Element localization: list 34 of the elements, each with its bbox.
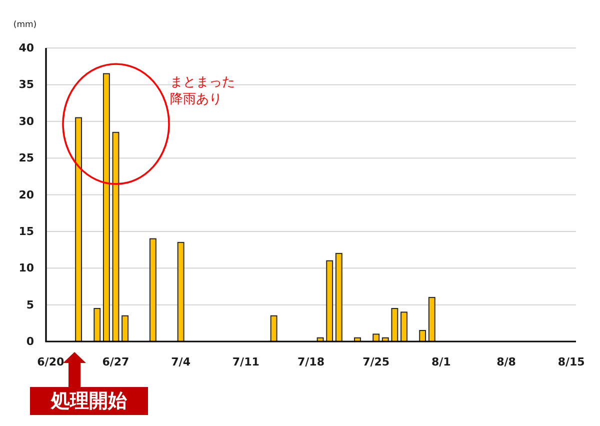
y-tick-label: 0 [26, 335, 34, 348]
y-tick-label: 20 [18, 188, 34, 202]
x-tick-label: 7/11 [232, 356, 260, 368]
y-tick-label: 35 [18, 78, 34, 92]
bar [391, 308, 398, 342]
y-tick-label: 10 [18, 262, 34, 275]
bar [75, 117, 82, 342]
y-tick-label: 40 [18, 42, 34, 54]
x-tick-label: 7/4 [171, 356, 191, 368]
y-axis-title: (mm) [13, 20, 37, 30]
annotation: まとまった降雨あり [170, 74, 236, 108]
x-tick-label: 7/18 [298, 356, 324, 368]
y-tick-label: 30 [18, 114, 34, 128]
x-tick-label: 8/8 [496, 356, 516, 368]
y-tick-label: 15 [18, 224, 34, 238]
x-tick-label: 6/20 [37, 356, 64, 368]
x-tick-label: 8/15 [558, 356, 585, 368]
bar [102, 73, 110, 342]
bar [177, 242, 184, 342]
x-tick-label: 8/1 [432, 356, 451, 368]
bar [270, 315, 278, 342]
bar [400, 312, 408, 342]
text: 処理開始 [30, 387, 148, 415]
bar [428, 296, 436, 342]
bar [122, 315, 129, 342]
x-tick-label: 6/27 [102, 356, 130, 368]
y-tick-label: 25 [18, 152, 34, 165]
y-tick-label: 5 [26, 298, 34, 312]
bar [326, 260, 334, 342]
bar [335, 252, 342, 342]
bar [94, 308, 101, 342]
x-tick-label: 7/25 [362, 356, 390, 368]
bar [112, 132, 120, 342]
bar [149, 238, 156, 342]
